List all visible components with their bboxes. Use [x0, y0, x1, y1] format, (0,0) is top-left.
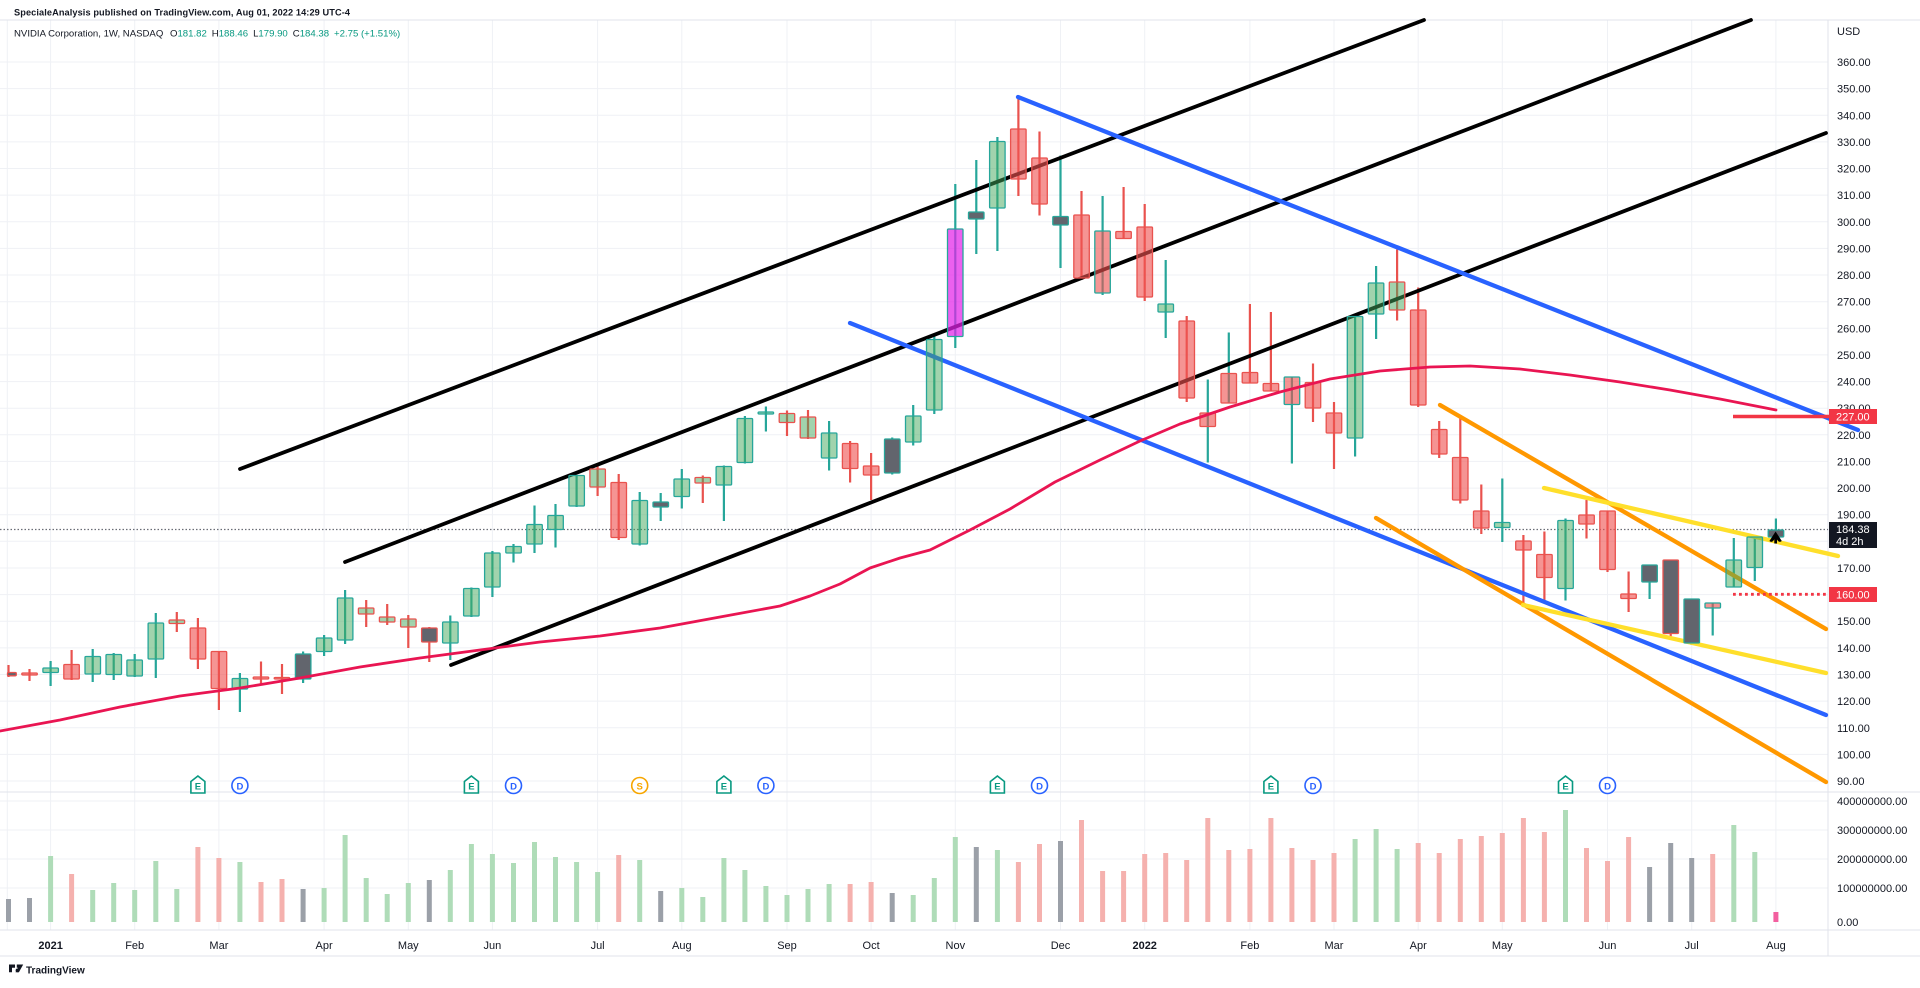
svg-text:USD: USD	[1837, 26, 1860, 38]
svg-text:0.00: 0.00	[1837, 917, 1858, 929]
svg-text:280.00: 280.00	[1837, 270, 1871, 282]
svg-text:130.00: 130.00	[1837, 670, 1871, 682]
svg-text:Jul: Jul	[1685, 940, 1699, 952]
svg-text:400000000.00: 400000000.00	[1837, 796, 1907, 808]
svg-text:Dec: Dec	[1051, 940, 1071, 952]
svg-text:100.00: 100.00	[1837, 749, 1871, 761]
svg-text:2022: 2022	[1132, 940, 1156, 952]
svg-text:Feb: Feb	[125, 940, 144, 952]
svg-text:120.00: 120.00	[1837, 696, 1871, 708]
svg-text:110.00: 110.00	[1837, 723, 1870, 735]
svg-text:E: E	[994, 782, 1000, 793]
svg-text:S: S	[637, 782, 643, 793]
svg-text:2021: 2021	[38, 940, 62, 952]
svg-text:240.00: 240.00	[1837, 377, 1871, 389]
svg-text:Aug: Aug	[1766, 940, 1786, 952]
svg-text:E: E	[1562, 782, 1568, 793]
svg-text:140.00: 140.00	[1837, 643, 1871, 655]
svg-text:D: D	[236, 782, 243, 793]
svg-text:300000000.00: 300000000.00	[1837, 825, 1907, 837]
svg-text:Jun: Jun	[1599, 940, 1617, 952]
svg-text:D: D	[1310, 782, 1317, 793]
svg-text:E: E	[1268, 782, 1274, 793]
svg-text:200000000.00: 200000000.00	[1837, 854, 1907, 866]
svg-text:4d 2h: 4d 2h	[1836, 536, 1864, 548]
svg-text:D: D	[510, 782, 517, 793]
svg-text:100000000.00: 100000000.00	[1837, 883, 1907, 895]
svg-text:Apr: Apr	[1410, 940, 1427, 952]
svg-text:Jun: Jun	[484, 940, 502, 952]
svg-text:184.38: 184.38	[1836, 524, 1870, 536]
svg-text:E: E	[721, 782, 727, 793]
svg-text:200.00: 200.00	[1837, 483, 1871, 495]
svg-text:350.00: 350.00	[1837, 84, 1871, 96]
svg-text:310.00: 310.00	[1837, 190, 1871, 202]
svg-text:210.00: 210.00	[1837, 456, 1871, 468]
svg-text:227.00: 227.00	[1836, 412, 1870, 424]
svg-text:Nov: Nov	[946, 940, 966, 952]
svg-text:170.00: 170.00	[1837, 563, 1871, 575]
svg-text:220.00: 220.00	[1837, 430, 1871, 442]
svg-text:May: May	[1492, 940, 1513, 952]
svg-text:270.00: 270.00	[1837, 297, 1871, 309]
svg-text:Jul: Jul	[591, 940, 605, 952]
svg-text:190.00: 190.00	[1837, 510, 1871, 522]
svg-text:May: May	[398, 940, 419, 952]
svg-text:Oct: Oct	[863, 940, 880, 952]
svg-text:D: D	[762, 782, 769, 793]
svg-text:340.00: 340.00	[1837, 110, 1871, 122]
svg-text:Sep: Sep	[777, 940, 797, 952]
svg-text:250.00: 250.00	[1837, 350, 1871, 362]
svg-text:Apr: Apr	[316, 940, 333, 952]
svg-text:360.00: 360.00	[1837, 57, 1871, 69]
svg-text:90.00: 90.00	[1837, 776, 1865, 788]
svg-text:150.00: 150.00	[1837, 616, 1871, 628]
svg-text:E: E	[468, 782, 474, 793]
svg-text:Aug: Aug	[672, 940, 692, 952]
svg-text:D: D	[1036, 782, 1043, 793]
svg-text:SpecialeAnalysis published on: SpecialeAnalysis published on TradingVie…	[14, 8, 351, 18]
svg-text:160.00: 160.00	[1836, 590, 1870, 602]
svg-text:D: D	[1604, 782, 1611, 793]
svg-text:Mar: Mar	[209, 940, 228, 952]
svg-text:320.00: 320.00	[1837, 164, 1871, 176]
svg-text:260.00: 260.00	[1837, 323, 1871, 335]
svg-text:290.00: 290.00	[1837, 243, 1871, 255]
svg-text:E: E	[195, 782, 201, 793]
svg-text:330.00: 330.00	[1837, 137, 1871, 149]
svg-text:300.00: 300.00	[1837, 217, 1871, 229]
svg-text:TradingView: TradingView	[26, 966, 85, 977]
svg-text:Mar: Mar	[1325, 940, 1344, 952]
svg-text:Feb: Feb	[1240, 940, 1259, 952]
